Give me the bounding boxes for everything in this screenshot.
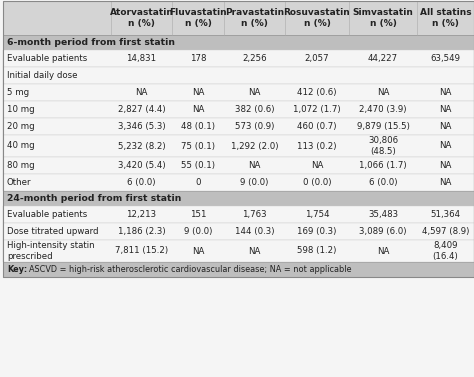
Text: 48 (0.1): 48 (0.1) — [181, 122, 215, 131]
Text: Simvastatin
n (%): Simvastatin n (%) — [353, 8, 413, 28]
Text: 1,292 (2.0): 1,292 (2.0) — [231, 141, 278, 150]
Bar — [3, 84, 474, 101]
Text: 460 (0.7): 460 (0.7) — [297, 122, 337, 131]
Text: NA: NA — [377, 247, 389, 256]
Text: 55 (0.1): 55 (0.1) — [181, 161, 215, 170]
Text: 598 (1.2): 598 (1.2) — [297, 247, 337, 256]
Text: NA: NA — [439, 122, 452, 131]
Text: 35,483: 35,483 — [368, 210, 398, 219]
Text: 3,346 (5.3): 3,346 (5.3) — [118, 122, 165, 131]
Text: 2,827 (4.4): 2,827 (4.4) — [118, 105, 165, 114]
Text: 178: 178 — [190, 54, 206, 63]
Text: NA: NA — [377, 88, 389, 97]
Text: 3,089 (6.0): 3,089 (6.0) — [359, 227, 407, 236]
Bar — [3, 101, 474, 118]
Text: NA: NA — [439, 178, 452, 187]
Text: 30,806
(48.5): 30,806 (48.5) — [368, 136, 398, 156]
Text: NA: NA — [439, 88, 452, 97]
Text: 1,066 (1.7): 1,066 (1.7) — [359, 161, 407, 170]
Bar — [3, 118, 474, 135]
Text: NA: NA — [311, 161, 323, 170]
Text: 5 mg: 5 mg — [7, 88, 29, 97]
Text: 44,227: 44,227 — [368, 54, 398, 63]
Text: Evaluable patients: Evaluable patients — [7, 54, 87, 63]
Bar — [3, 35, 474, 50]
Text: 80 mg: 80 mg — [7, 161, 35, 170]
Text: 75 (0.1): 75 (0.1) — [181, 141, 215, 150]
Text: 6-month period from first statin: 6-month period from first statin — [7, 38, 175, 47]
Text: All statins
n (%): All statins n (%) — [419, 8, 471, 28]
Text: Atorvastatin
n (%): Atorvastatin n (%) — [109, 8, 173, 28]
Text: 9 (0.0): 9 (0.0) — [240, 178, 269, 187]
Text: 8,409
(16.4): 8,409 (16.4) — [433, 241, 458, 261]
Text: NA: NA — [439, 161, 452, 170]
Text: 51,364: 51,364 — [430, 210, 461, 219]
Text: 0 (0.0): 0 (0.0) — [303, 178, 331, 187]
Bar — [3, 174, 474, 191]
Text: 20 mg: 20 mg — [7, 122, 35, 131]
Text: 9,879 (15.5): 9,879 (15.5) — [356, 122, 410, 131]
Bar — [3, 191, 474, 206]
Text: 151: 151 — [190, 210, 206, 219]
Text: 144 (0.3): 144 (0.3) — [235, 227, 274, 236]
Text: NA: NA — [192, 105, 204, 114]
Text: 5,232 (8.2): 5,232 (8.2) — [118, 141, 165, 150]
Text: 2,256: 2,256 — [242, 54, 267, 63]
Text: Pravastatin
n (%): Pravastatin n (%) — [225, 8, 284, 28]
Text: 6 (0.0): 6 (0.0) — [369, 178, 397, 187]
Text: Evaluable patients: Evaluable patients — [7, 210, 87, 219]
Bar — [3, 67, 474, 84]
Text: 12,213: 12,213 — [127, 210, 156, 219]
Text: 3,420 (5.4): 3,420 (5.4) — [118, 161, 165, 170]
Bar — [3, 1, 474, 277]
Bar — [3, 240, 474, 262]
Text: Key:: Key: — [7, 265, 27, 274]
Text: NA: NA — [192, 88, 204, 97]
Text: 10 mg: 10 mg — [7, 105, 35, 114]
Text: 63,549: 63,549 — [430, 54, 461, 63]
Text: 0: 0 — [195, 178, 201, 187]
Text: NA: NA — [135, 88, 148, 97]
Text: Other: Other — [7, 178, 31, 187]
Text: 6 (0.0): 6 (0.0) — [127, 178, 156, 187]
Text: 169 (0.3): 169 (0.3) — [297, 227, 337, 236]
Text: 2,057: 2,057 — [305, 54, 329, 63]
Text: 1,186 (2.3): 1,186 (2.3) — [118, 227, 165, 236]
Bar — [3, 1, 474, 35]
Text: Dose titrated upward: Dose titrated upward — [7, 227, 99, 236]
Text: NA: NA — [439, 141, 452, 150]
Text: High-intensity statin
prescribed: High-intensity statin prescribed — [7, 241, 95, 261]
Text: Fluvastatin
n (%): Fluvastatin n (%) — [169, 8, 227, 28]
Text: 7,811 (15.2): 7,811 (15.2) — [115, 247, 168, 256]
Bar — [3, 223, 474, 240]
Text: Rosuvastatin
n (%): Rosuvastatin n (%) — [283, 8, 350, 28]
Text: 24-month period from first statin: 24-month period from first statin — [7, 194, 182, 203]
Text: ASCVD = high-risk atherosclerotic cardiovascular disease; NA = not applicable: ASCVD = high-risk atherosclerotic cardio… — [29, 265, 352, 274]
Bar — [3, 262, 474, 277]
Text: NA: NA — [248, 247, 261, 256]
Text: 1,754: 1,754 — [305, 210, 329, 219]
Bar — [3, 206, 474, 223]
Text: 573 (0.9): 573 (0.9) — [235, 122, 274, 131]
Text: 382 (0.6): 382 (0.6) — [235, 105, 274, 114]
Text: 412 (0.6): 412 (0.6) — [297, 88, 337, 97]
Bar — [3, 157, 474, 174]
Text: NA: NA — [192, 247, 204, 256]
Text: 1,763: 1,763 — [242, 210, 267, 219]
Text: NA: NA — [248, 161, 261, 170]
Text: Initial daily dose: Initial daily dose — [7, 71, 78, 80]
Bar — [3, 135, 474, 157]
Text: 2,470 (3.9): 2,470 (3.9) — [359, 105, 407, 114]
Text: 113 (0.2): 113 (0.2) — [297, 141, 337, 150]
Text: NA: NA — [248, 88, 261, 97]
Text: 9 (0.0): 9 (0.0) — [184, 227, 212, 236]
Text: 14,831: 14,831 — [127, 54, 156, 63]
Text: NA: NA — [439, 105, 452, 114]
Text: 1,072 (1.7): 1,072 (1.7) — [293, 105, 341, 114]
Bar — [3, 50, 474, 67]
Text: 4,597 (8.9): 4,597 (8.9) — [422, 227, 469, 236]
Text: 40 mg: 40 mg — [7, 141, 35, 150]
